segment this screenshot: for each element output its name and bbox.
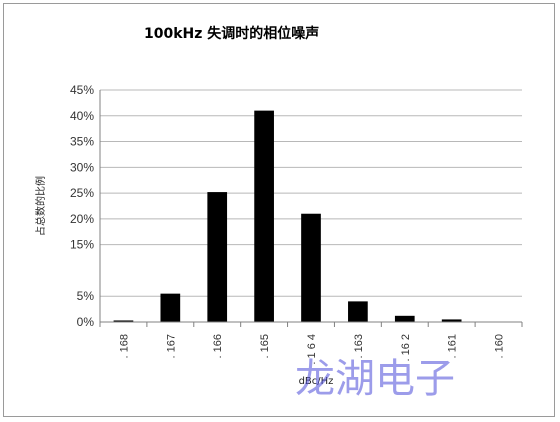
y-tick-label: 45% [70,83,94,97]
bar [301,213,321,322]
x-axis-label: dBc/Hz [299,376,334,387]
x-tick-label: . 165 [259,334,271,358]
x-tick-label: . 1 6 4 [306,334,318,365]
bars [113,110,462,322]
y-tick-label: 5% [77,289,95,303]
y-tick-label: 20% [70,212,94,226]
y-tick-label: 0% [77,315,95,329]
bar [207,192,228,322]
watermark: 龙湖电子 [295,356,455,402]
x-tick-label: . 160 [494,334,506,358]
y-axis-label: 占总数的比例 [34,176,47,236]
x-tick-label: . 163 [353,334,365,358]
x-tick-label: . 168 [118,334,130,358]
bar [113,320,134,322]
y-tick-label: 35% [70,135,94,149]
bar [441,319,462,322]
x-tick-label: . 16 2 [400,334,412,362]
chart-frame [3,3,555,417]
bar [394,315,415,322]
x-tick-label: . 161 [447,334,459,358]
y-tick-label: 25% [70,186,94,200]
chart-title: 100kHz 失调时的相位噪声 [144,25,319,42]
x-axis-ticks: . 168 . 167 . 166 . 165 . 1 6 4 . 163 . 16 2 . … [99,322,523,365]
bar [348,301,368,322]
x-tick-label: . 167 [165,334,177,358]
y-tick-label: 30% [70,160,94,174]
y-axis-ticks: 0% 5% 15% 20% 25% 30% 35% 40% 45% [70,83,94,329]
x-tick-label: . 166 [212,334,224,358]
bar [254,110,274,322]
y-tick-label: 40% [70,109,94,123]
y-tick-label: 15% [70,238,94,252]
bar [160,293,181,322]
